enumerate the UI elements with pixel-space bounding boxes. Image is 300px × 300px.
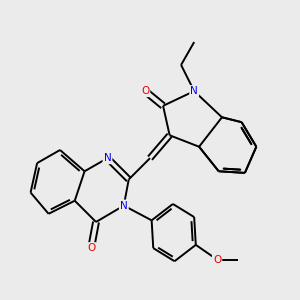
Text: N: N bbox=[190, 86, 198, 96]
Text: O: O bbox=[213, 255, 221, 265]
Text: O: O bbox=[141, 86, 149, 96]
Text: N: N bbox=[103, 153, 111, 163]
Text: N: N bbox=[120, 201, 128, 211]
Text: O: O bbox=[87, 243, 95, 253]
